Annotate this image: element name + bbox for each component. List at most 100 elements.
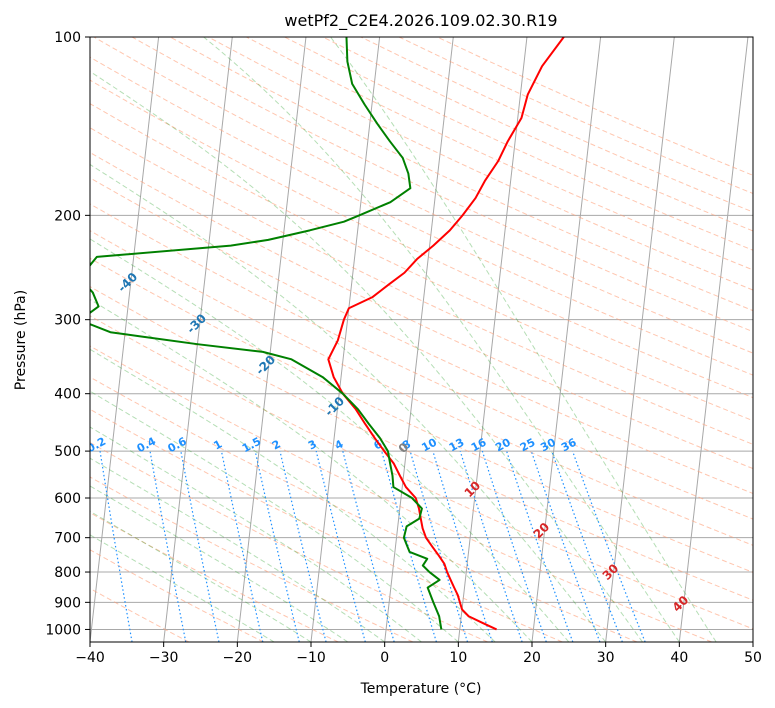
- mixing-ratio-line: [149, 450, 187, 642]
- isotherm-label: 30: [600, 561, 622, 583]
- mixing-ratio-line: [409, 450, 469, 642]
- mixing-ratio-label: 2: [270, 437, 283, 452]
- isotherm-line: [605, 37, 675, 642]
- isotherm-label: -20: [253, 353, 278, 378]
- dry-adiabat-line: [90, 103, 753, 422]
- x-tick-label: −40: [75, 650, 105, 666]
- mixing-ratio-label: 25: [518, 436, 538, 455]
- x-tick-label: 0: [380, 650, 389, 666]
- moist-adiabat-line: [90, 426, 422, 642]
- mixing-ratio-line: [432, 450, 493, 642]
- isotherm-line: [384, 37, 454, 642]
- mixing-ratio-line: [279, 450, 327, 642]
- dry-adiabat-line: [90, 286, 753, 601]
- moist-adiabat-line: [90, 390, 459, 642]
- mixing-ratio-line: [381, 450, 437, 642]
- mixing-ratio-line: [254, 450, 300, 642]
- isotherm-label: 10: [462, 478, 484, 500]
- dry-adiabat-line: [90, 587, 190, 642]
- isotherm-line: [310, 37, 381, 642]
- isotherm-line: [678, 37, 749, 642]
- moist-adiabat-line: [90, 485, 349, 642]
- dry-adiabat-line: [93, 37, 753, 354]
- dry-adiabat-line: [90, 177, 753, 495]
- dry-adiabat-line: [90, 549, 264, 642]
- mixing-ratio-label: 4: [333, 437, 346, 452]
- dry-adiabat-line: [90, 376, 638, 642]
- isotherm-line: [531, 37, 602, 642]
- y-tick-label: 800: [54, 565, 81, 581]
- dry-adiabat-line: [246, 37, 753, 271]
- moist-adiabat-line: [90, 70, 643, 642]
- moist-adiabat-line: [330, 37, 717, 642]
- mixing-ratio-label: 0.2: [85, 435, 108, 456]
- mixing-ratio-line: [220, 450, 264, 642]
- moist-adiabat-line: [90, 163, 607, 642]
- chart-title: wetPf2_C2E4.2026.109.02.30.R19: [284, 11, 557, 31]
- dry-adiabat-line: [90, 56, 753, 376]
- y-tick-label: 500: [54, 444, 81, 460]
- dry-adiabat-line: [90, 476, 414, 642]
- isotherm-line: [236, 37, 307, 642]
- plot-frame: [89, 36, 754, 643]
- moist-adiabat-line: [90, 510, 312, 642]
- y-tick-label: 900: [54, 595, 81, 611]
- dry-adiabat-line: [90, 408, 563, 642]
- mixing-ratio-label: 1: [211, 437, 224, 452]
- isotherm-label: -60: [0, 187, 2, 212]
- dry-adiabat-line: [169, 37, 753, 312]
- isotherm-line: [90, 37, 160, 642]
- dry-adiabat-line: [90, 345, 712, 642]
- x-tick-label: −30: [149, 650, 179, 666]
- mixing-ratio-line: [342, 450, 395, 642]
- y-axis-label: Pressure (hPa): [13, 290, 29, 390]
- mixing-ratio-line: [571, 450, 646, 642]
- dry-adiabat-line: [131, 37, 753, 333]
- x-tick-label: 20: [523, 650, 541, 666]
- isotherm-label: 20: [531, 520, 553, 542]
- dry-adiabat-line: [90, 79, 753, 399]
- x-tick-label: 10: [449, 650, 467, 666]
- mixing-ratio-label: 13: [447, 436, 467, 455]
- isotherm-line: [163, 37, 233, 642]
- x-axis-label: Temperature (°C): [360, 681, 482, 697]
- isotherm-line: [752, 637, 753, 642]
- x-tick-label: 30: [597, 650, 615, 666]
- mixing-ratio-line: [506, 450, 574, 642]
- y-tick-label: 1000: [45, 622, 81, 638]
- mixing-ratio-line: [459, 450, 523, 642]
- moist-adiabat-line: [90, 348, 496, 642]
- y-tick-label: 300: [54, 313, 81, 329]
- x-tick-label: 40: [670, 650, 688, 666]
- dry-adiabat-line: [322, 37, 753, 232]
- y-tick-label: 700: [54, 531, 81, 547]
- mixing-ratio-line: [551, 450, 623, 642]
- y-tick-label: 100: [54, 30, 81, 46]
- mixing-ratio-label: 30: [538, 436, 558, 455]
- mixing-ratio-label: 16: [469, 436, 489, 455]
- mixing-ratio-label: 20: [493, 436, 513, 455]
- mixing-ratio-label: 10: [419, 436, 439, 455]
- temperature-profile-line: [327, 37, 565, 631]
- dry-adiabat-line: [90, 230, 753, 546]
- x-tick-label: −20: [223, 650, 253, 666]
- dry-adiabat-line: [90, 315, 753, 630]
- mixing-ratio-line: [530, 450, 601, 642]
- y-tick-label: 400: [54, 387, 81, 403]
- y-tick-label: 200: [54, 208, 81, 224]
- isotherm-label: -50: [46, 228, 71, 253]
- isotherm-label: -30: [184, 311, 209, 336]
- moist-adiabat-line: [90, 457, 385, 642]
- moist-adiabat-line: [203, 37, 680, 642]
- mixing-ratio-line: [180, 450, 220, 642]
- x-tick-label: −10: [296, 650, 326, 666]
- isotherm-line: [0, 37, 11, 642]
- isotherm-label: -10: [322, 394, 347, 419]
- moist-adiabat-line: [90, 298, 533, 642]
- dry-adiabat-line: [360, 37, 753, 213]
- moist-adiabat-line: [90, 238, 570, 642]
- mixing-ratio-label: 3: [306, 437, 319, 452]
- mixing-ratio-label: 36: [559, 436, 579, 455]
- x-tick-label: 50: [744, 650, 762, 666]
- dry-adiabat-line: [90, 203, 753, 520]
